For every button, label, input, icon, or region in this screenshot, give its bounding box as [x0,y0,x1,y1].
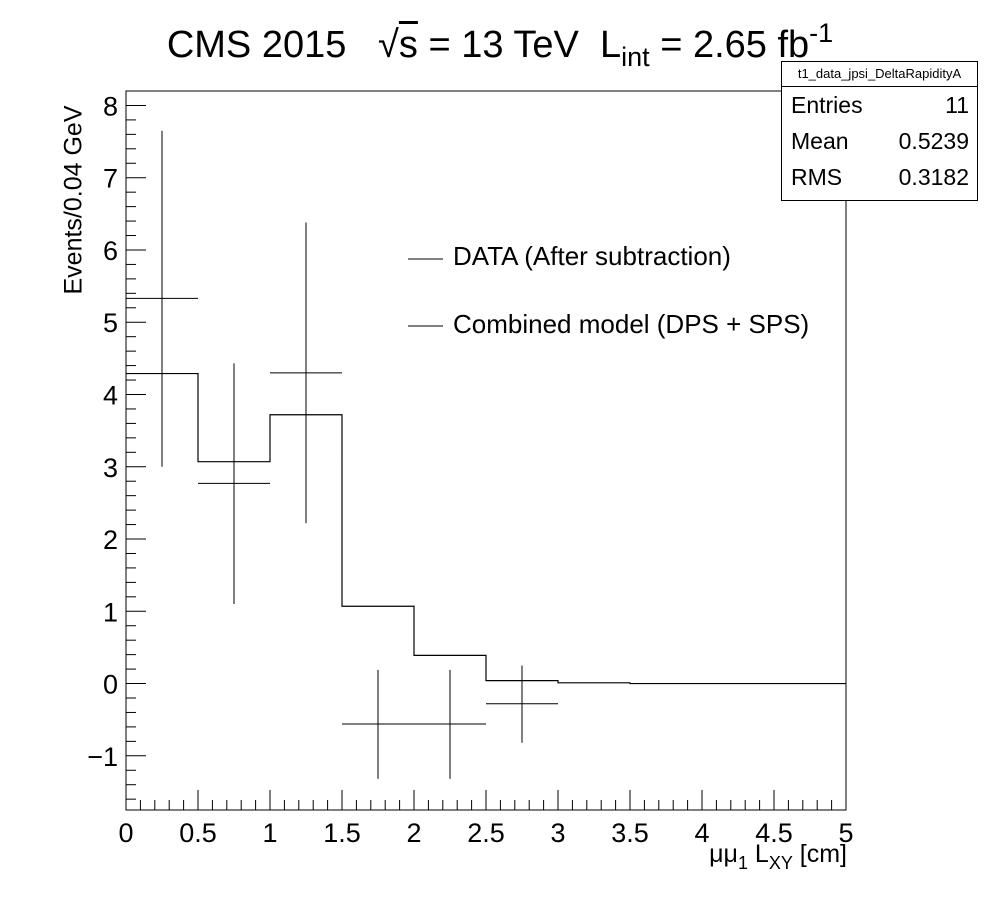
legend [408,258,443,327]
data-point [414,669,486,779]
y-tick-label: 2 [103,525,118,555]
stats-entries-value: 11 [945,92,969,118]
y-tick-label: 8 [103,91,118,121]
x-tick-label: 3.5 [611,818,649,848]
x-tick-label: 1.5 [323,818,361,848]
data-point [270,222,342,524]
stats-box: t1_data_jpsi_DeltaRapidityA Entries 11 M… [781,61,978,201]
x-tick-label: 0 [118,818,133,848]
legend-label-model: Combined model (DPS + SPS) [453,309,810,339]
y-tick-label: −1 [87,742,118,772]
x-tick-label: 3 [550,818,565,848]
stats-mean-value: 0.5239 [898,128,969,154]
y-tick-label: 6 [103,236,118,266]
data-point [126,130,198,467]
x-axis: 0 0.5 1 1.5 2 2.5 3 3.5 4 4.5 5 [118,790,854,848]
stats-histogram-name: t1_data_jpsi_DeltaRapidityA [782,62,977,87]
stats-rms-value: 0.3182 [898,164,969,190]
y-tick-label: 1 [103,597,118,627]
stats-entries-label: Entries [791,92,863,118]
y-axis: −1 0 1 2 3 4 5 6 7 8 [87,90,146,800]
data-point [342,669,414,779]
x-tick-label: 5 [838,818,853,848]
y-axis-label: Events/0.04 GeV [59,105,88,295]
x-tick-label: 4.5 [755,818,793,848]
stats-mean-label: Mean [791,128,849,154]
y-tick-label: 7 [103,164,118,194]
y-tick-label: 0 [103,670,118,700]
stats-row-mean: Mean 0.5239 [782,123,977,159]
legend-label-data: DATA (After subtraction) [453,241,731,271]
y-tick-label: 5 [103,308,118,338]
chart-title: CMS 2015 √s = 13 TeV Lint = 2.65 fb-1 [166,18,834,72]
x-axis-label: μμ1 LXY [cm] [709,840,847,873]
stats-row-entries: Entries 11 [782,87,977,123]
data-point [486,665,558,743]
model-step-line [126,372,846,685]
x-tick-label: 4 [694,818,709,848]
stats-row-rms: RMS 0.3182 [782,159,977,195]
x-tick-label: 2.5 [467,818,505,848]
x-tick-label: 1 [262,818,277,848]
stats-rms-label: RMS [791,164,843,190]
data-series [126,130,558,779]
y-tick-label: 4 [103,380,118,410]
model-series [126,372,846,685]
y-tick-label: 3 [103,453,118,483]
x-tick-label: 2 [406,818,421,848]
x-tick-label: 0.5 [179,818,217,848]
data-point [198,363,270,605]
